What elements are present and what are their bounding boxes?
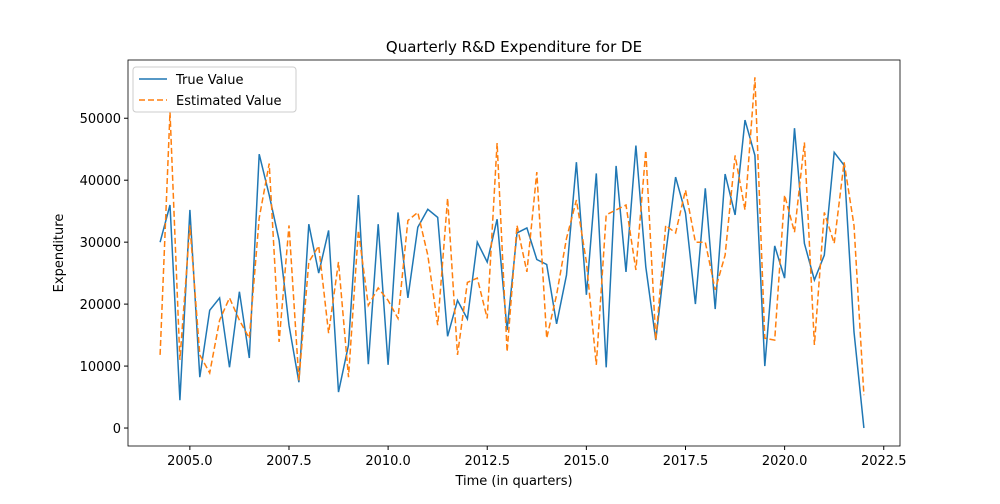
line-series — [159, 119, 865, 429]
x-tick-label: 2020.0 — [762, 454, 808, 469]
x-tick-label: 2007.5 — [266, 454, 312, 469]
x-axis-label: Time (in quarters) — [454, 474, 572, 489]
legend-box — [132, 66, 297, 113]
x-tick-label: 2005.0 — [167, 454, 213, 469]
y-tick-label: 40000 — [80, 174, 121, 189]
x-tick-label: 2010.0 — [365, 454, 411, 469]
line-series — [159, 77, 865, 396]
legend-label: True Value — [175, 73, 243, 88]
x-tick-label: 2012.5 — [464, 454, 510, 469]
y-tick-label: 10000 — [80, 360, 121, 375]
x-tick-label: 2015.0 — [564, 454, 610, 469]
x-tick-label: 2017.5 — [663, 454, 709, 469]
y-tick-label: 30000 — [80, 236, 121, 251]
legend-label: Estimated Value — [176, 94, 282, 109]
x-tick-label: 2022.5 — [861, 454, 907, 469]
y-tick-label: 50000 — [80, 112, 121, 127]
y-axis-label: Expenditure — [52, 214, 67, 293]
y-tick-label: 20000 — [80, 298, 121, 313]
chart-title: Quarterly R&D Expenditure for DE — [386, 38, 642, 56]
plot-frame — [127, 59, 901, 447]
y-tick-label: 0 — [113, 422, 121, 437]
